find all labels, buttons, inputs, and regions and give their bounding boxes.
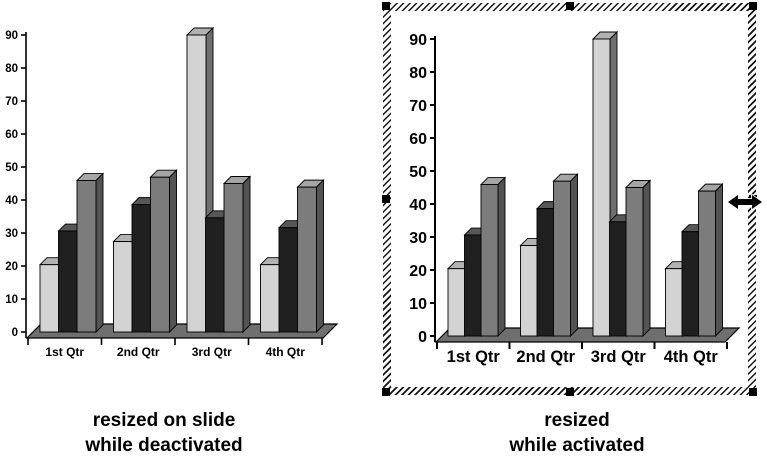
chart-object-deactivated[interactable]: 0 10 20 30 40 50 60 70 80 90 1st Qtr 2nd Qtr 3rd Qtr… — [0, 0, 380, 378]
y-tick-label: 80 — [5, 63, 18, 75]
bar-series-1-4th-qtr — [665, 268, 683, 337]
bar-series-2-4th-qtr — [278, 227, 299, 333]
bar-side-face — [169, 169, 177, 334]
bar-series-2-3rd-qtr — [205, 217, 225, 333]
caption-deactivated: resized on slide while deactivated — [14, 408, 314, 458]
y-tick-label: 70 — [5, 96, 18, 108]
bar-side-face — [642, 179, 651, 338]
ole-activation-hatched-border[interactable]: 0 10 20 30 40 50 60 70 80 90 1st Qtr 2nd Qtr 3rd Qtr… — [382, 2, 757, 396]
bar-series-2-4th-qtr — [681, 231, 700, 337]
resize-handle-bottom-left[interactable] — [382, 388, 390, 396]
bar-series-3-1st-qtr — [480, 184, 499, 337]
chart-object-activated[interactable]: 0 10 20 30 40 50 60 70 80 90 1st Qtr 2nd Qtr 3rd Qtr… — [391, 11, 748, 387]
caption-activated-line1: resized — [544, 410, 610, 431]
y-tick-label: 0 — [418, 329, 427, 346]
resize-handle-bottom-right[interactable] — [749, 388, 757, 396]
resize-handle-middle-left[interactable] — [382, 195, 390, 203]
bar-series-2-2nd-qtr — [536, 208, 555, 337]
category-label: 2nd Qtr — [117, 345, 160, 359]
bar-side-face — [497, 176, 506, 338]
resize-handle-bottom-center[interactable] — [565, 388, 574, 396]
y-tick-label: 20 — [5, 261, 18, 273]
bar-series-3-3rd-qtr — [223, 183, 244, 333]
resize-handle-top-left[interactable] — [382, 2, 390, 10]
bar-series-1-3rd-qtr — [186, 34, 207, 333]
y-tick-label: 20 — [409, 263, 427, 280]
y-tick-label: 50 — [409, 164, 427, 181]
y-tick-label: 50 — [5, 162, 18, 174]
y-tick-label: 30 — [5, 228, 18, 240]
caption-activated-line2: while activated — [509, 435, 645, 456]
bar-series-1-4th-qtr — [260, 264, 280, 333]
y-tick-label: 70 — [409, 98, 427, 115]
bar-series-3-4th-qtr — [297, 186, 317, 333]
y-tick-label: 80 — [409, 65, 427, 82]
bar-side-face — [316, 179, 324, 334]
category-label: 1st Qtr — [45, 345, 84, 359]
bar-series-1-3rd-qtr — [592, 38, 611, 337]
bar-side-face — [242, 175, 251, 334]
horizontal-resize-cursor-icon — [726, 193, 764, 211]
y-tick-label: 0 — [12, 327, 18, 339]
chart-edit-area: 0 10 20 30 40 50 60 70 80 90 1st Qtr 2nd Qtr 3rd Qtr… — [391, 11, 748, 387]
y-tick-label: 90 — [409, 32, 427, 49]
y-tick-label: 30 — [409, 230, 427, 247]
category-label: 3rd Qtr — [591, 348, 647, 366]
bar-series-1-1st-qtr — [39, 264, 60, 333]
category-label: 1st Qtr — [447, 348, 501, 366]
bar-series-1-1st-qtr — [447, 268, 466, 337]
caption-activated: resized while activated — [427, 408, 727, 458]
caption-deactivated-line2: while deactivated — [85, 435, 243, 456]
resize-handle-top-right[interactable] — [749, 2, 757, 10]
bar-side-face — [715, 183, 723, 338]
bar-series-1-2nd-qtr — [520, 245, 538, 337]
bar-series-2-3rd-qtr — [609, 221, 627, 337]
y-tick-label: 40 — [5, 195, 18, 207]
bar-series-2-2nd-qtr — [131, 204, 152, 333]
y-tick-label: 40 — [409, 197, 427, 214]
category-label: 3rd Qtr — [192, 345, 232, 359]
y-tick-label: 90 — [5, 30, 18, 42]
y-tick-label: 10 — [5, 294, 18, 306]
category-label: 4th Qtr — [664, 348, 719, 366]
y-tick-label: 10 — [409, 296, 427, 313]
y-tick-label: 60 — [409, 131, 427, 148]
resize-handle-top-center[interactable] — [565, 2, 574, 10]
chart-floor — [25, 323, 339, 339]
bar-side-face — [570, 173, 578, 338]
bar-series-3-4th-qtr — [698, 190, 716, 337]
bar-series-3-2nd-qtr — [553, 180, 571, 337]
bar-series-3-1st-qtr — [76, 180, 97, 333]
bar-series-1-2nd-qtr — [113, 241, 133, 333]
bar-series-3-3rd-qtr — [625, 187, 644, 337]
chart-floor — [434, 327, 741, 343]
caption-deactivated-line1: resized on slide — [92, 410, 236, 431]
bar-series-3-2nd-qtr — [150, 176, 170, 333]
bar-series-2-1st-qtr — [464, 234, 482, 337]
category-label: 2nd Qtr — [516, 348, 575, 366]
y-tick-label: 60 — [5, 129, 18, 141]
bar-side-face — [95, 172, 104, 334]
bar-series-2-1st-qtr — [58, 230, 78, 333]
category-label: 4th Qtr — [266, 345, 306, 359]
